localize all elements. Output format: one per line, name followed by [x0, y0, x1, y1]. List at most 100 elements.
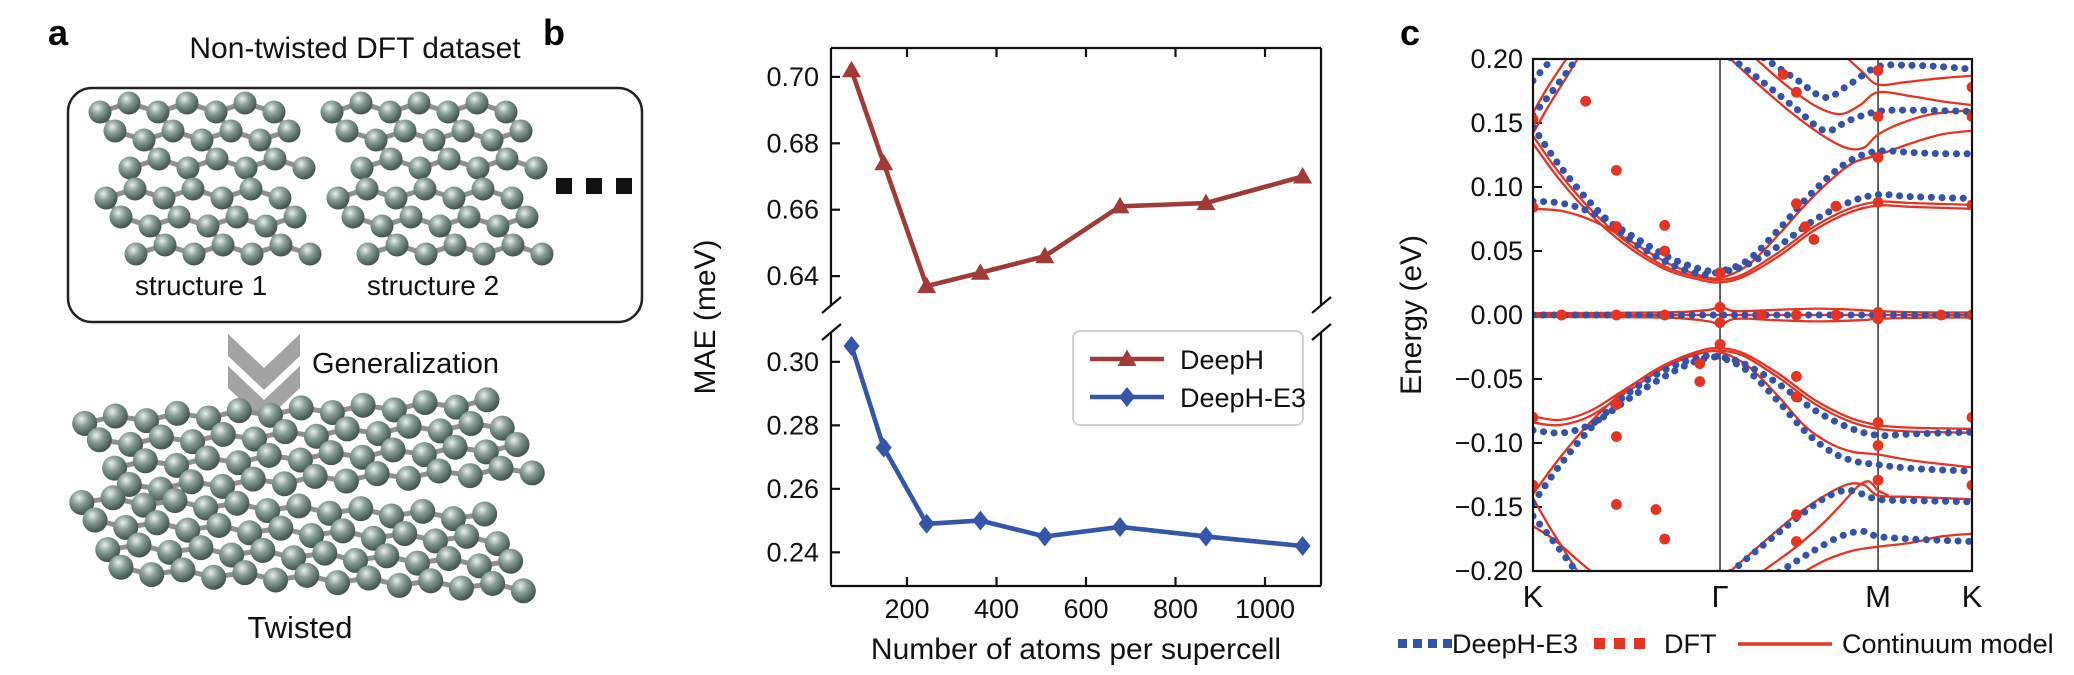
- atom: [239, 177, 263, 201]
- atom: [237, 520, 263, 546]
- atom: [272, 419, 298, 445]
- dft-point: [1791, 371, 1802, 382]
- dft-point: [1791, 309, 1802, 321]
- atom: [113, 514, 139, 540]
- atom: [422, 128, 446, 152]
- ellipsis-dot: [616, 178, 632, 194]
- twisted-label: Twisted: [247, 610, 353, 645]
- dft-point: [1659, 533, 1671, 545]
- continuum-band: [1729, 60, 1971, 151]
- atom: [294, 562, 320, 588]
- y-tick-label: −0.10: [1455, 428, 1523, 458]
- structure-1-label: structure 1: [134, 270, 268, 301]
- dft-point: [1714, 267, 1726, 279]
- bands-group: [1534, 60, 1971, 570]
- ellipsis-dot: [556, 178, 572, 194]
- legend-dotted-marker: [1443, 639, 1452, 648]
- atom: [486, 214, 510, 238]
- dft-point: [1966, 81, 1971, 93]
- axis-break-mark: [821, 323, 842, 341]
- atom: [178, 469, 204, 495]
- atom: [494, 100, 518, 124]
- dft-point: [1611, 164, 1622, 176]
- y-tick-label: 0.00: [1470, 300, 1523, 330]
- x-tick-label: 200: [884, 594, 929, 624]
- atom: [466, 156, 490, 180]
- atom: [193, 495, 219, 521]
- atom: [319, 400, 345, 426]
- atom: [500, 186, 524, 210]
- deeph-e3-marker: [1294, 535, 1311, 556]
- deeph-e3-marker: [1119, 387, 1135, 407]
- atom: [131, 492, 157, 518]
- continuum-band: [1847, 60, 1971, 87]
- dft-point: [1872, 196, 1884, 208]
- deeph-e3-band: [1534, 190, 1971, 276]
- deeph-e3-marker: [972, 510, 989, 531]
- deeph-e3-marker: [843, 335, 860, 356]
- atom: [378, 100, 402, 124]
- deeph-marker: [1117, 349, 1137, 366]
- dft-point: [1659, 245, 1671, 257]
- atom: [108, 554, 134, 580]
- atom: [426, 458, 452, 484]
- atom: [138, 214, 162, 238]
- atom: [86, 427, 112, 453]
- atom: [349, 91, 373, 115]
- atom: [201, 564, 227, 590]
- y-tick-label: 0.10: [1470, 172, 1523, 202]
- x-tick-label: 1000: [1235, 594, 1295, 624]
- atom: [335, 119, 359, 143]
- atom: [170, 557, 196, 583]
- dft-point: [1966, 412, 1971, 423]
- deeph-e3-band: [1776, 527, 1971, 570]
- atom: [364, 461, 390, 487]
- atom: [448, 575, 474, 601]
- atom: [427, 418, 453, 444]
- atom: [102, 455, 128, 481]
- atom: [271, 471, 297, 497]
- continuum-band: [1534, 349, 1971, 434]
- atom: [395, 465, 421, 491]
- dft-point: [1659, 220, 1671, 231]
- atom: [254, 214, 278, 238]
- deeph-e3-band: [1534, 60, 1580, 119]
- atom: [190, 128, 214, 152]
- dft-point: [1580, 95, 1592, 107]
- y-tick-label: 0.20: [1470, 44, 1523, 74]
- dft-point: [1830, 309, 1842, 321]
- atom: [436, 100, 460, 124]
- panel-b-ylabel: MAE (meV): [689, 239, 722, 395]
- atom: [210, 473, 236, 499]
- atom: [471, 177, 495, 201]
- dft-point: [1611, 499, 1622, 510]
- atom: [176, 156, 200, 180]
- bottom-legend-continuum: Continuum model: [1842, 629, 2054, 659]
- atom: [412, 390, 438, 416]
- atom: [123, 177, 147, 201]
- atom: [396, 413, 422, 439]
- x-tick-label: 600: [1063, 594, 1108, 624]
- atom: [320, 100, 344, 124]
- atom: [524, 156, 548, 180]
- atom: [268, 186, 292, 210]
- panel-c-letter: c: [1400, 12, 1421, 53]
- atom: [204, 100, 228, 124]
- legend-dotted-marker: [1428, 639, 1437, 648]
- deeph-e3-band: [1727, 60, 1971, 135]
- deeph-e3-band: [1534, 60, 1557, 85]
- dft-point: [1872, 417, 1884, 428]
- dft-point: [1534, 412, 1539, 423]
- deeph-marker: [842, 60, 862, 78]
- atom: [139, 562, 165, 588]
- legend-square-marker: [1634, 638, 1645, 649]
- atom: [379, 147, 403, 171]
- DeepH-E3-line: [849, 345, 1303, 549]
- atom: [330, 518, 356, 544]
- atom: [381, 397, 407, 423]
- atom: [157, 539, 183, 565]
- atom: [325, 570, 351, 596]
- atom: [88, 100, 112, 124]
- atom: [287, 447, 313, 473]
- dft-point: [1755, 309, 1767, 321]
